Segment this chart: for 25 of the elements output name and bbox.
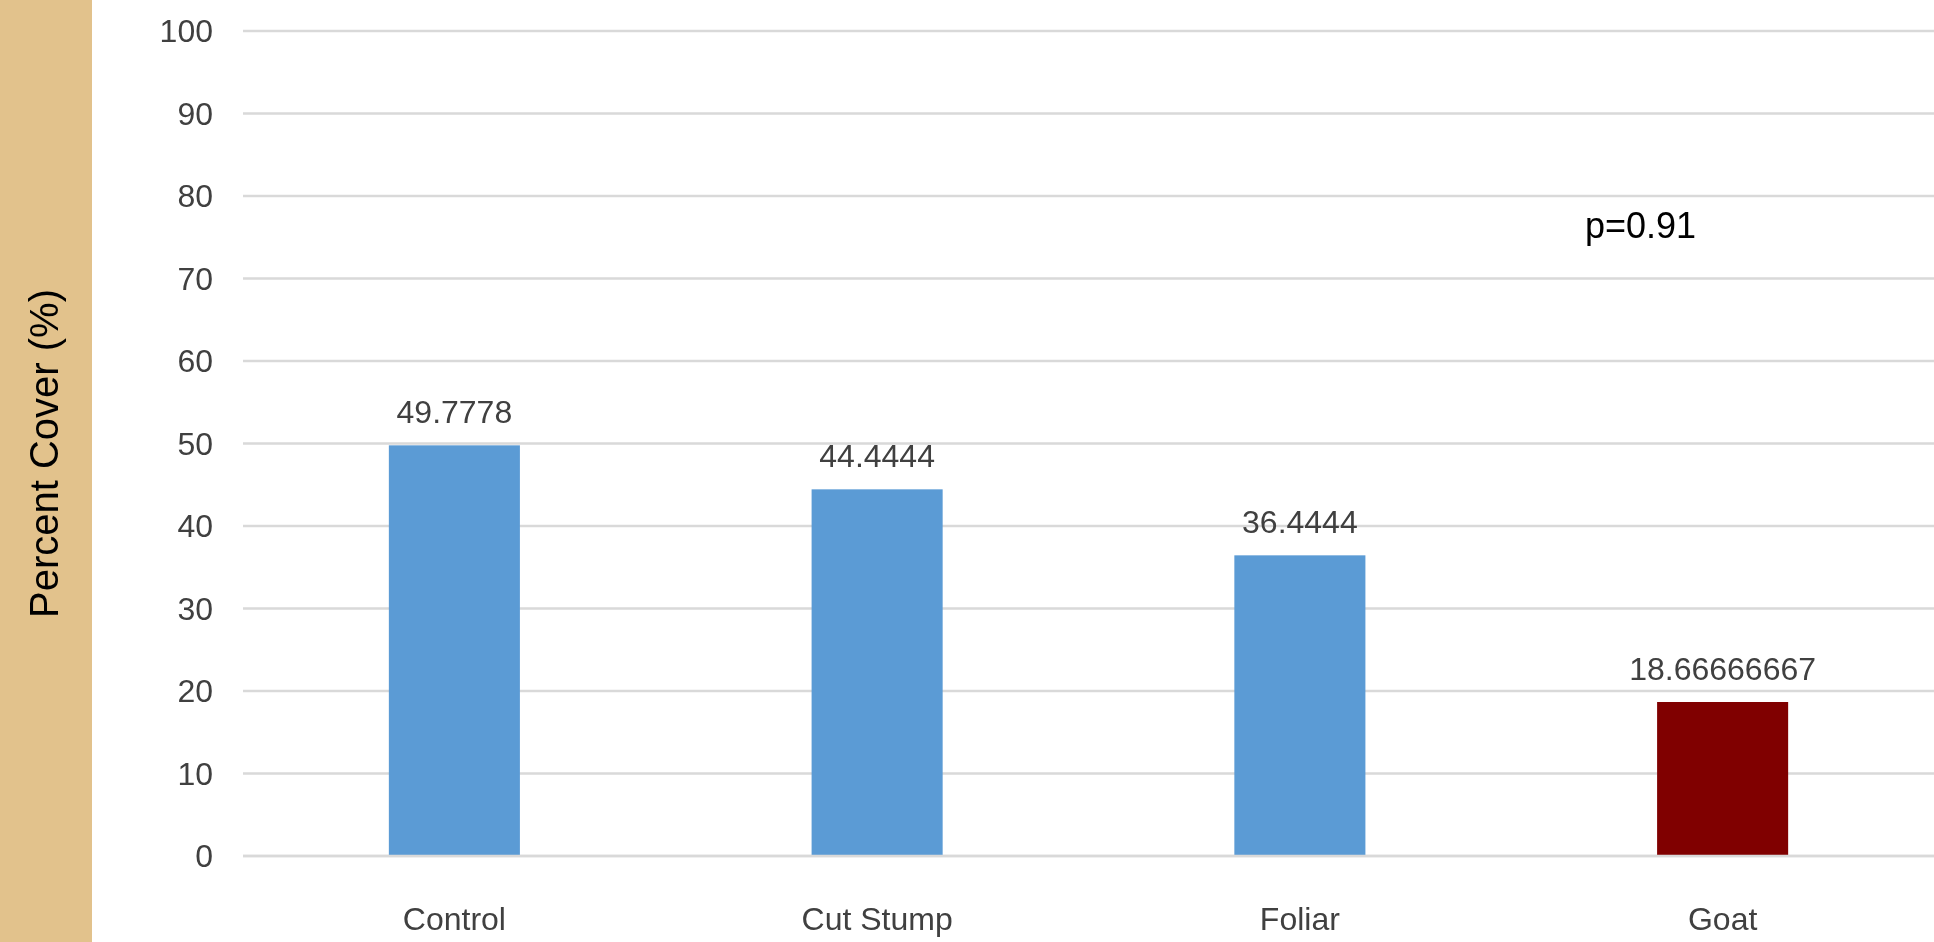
x-tick-label: Foliar xyxy=(1259,901,1341,937)
data-label: 18.66666667 xyxy=(1629,651,1817,687)
y-tick-label: 0 xyxy=(195,838,213,875)
y-tick-label: 70 xyxy=(177,260,213,297)
bar xyxy=(1234,555,1366,856)
y-tick-label: 30 xyxy=(177,590,213,627)
y-tick-label: 50 xyxy=(177,425,213,462)
y-axis-title: Percent Cover (%) xyxy=(22,289,66,618)
data-label: 44.4444 xyxy=(819,438,935,475)
data-label: 49.7778 xyxy=(396,394,513,431)
bar xyxy=(388,445,520,856)
x-tick-label: Cut Stump xyxy=(801,901,953,937)
bar xyxy=(811,489,943,856)
y-tick-label: 40 xyxy=(177,508,213,545)
x-tick-label: Goat xyxy=(1687,901,1758,937)
y-tick-label: 80 xyxy=(177,178,213,215)
annotation: p=0.91 xyxy=(1585,205,1697,246)
y-tick-label: 100 xyxy=(159,13,213,50)
bar xyxy=(1657,702,1789,856)
x-tick-label: Control xyxy=(402,901,506,937)
y-tick-label: 10 xyxy=(177,755,213,792)
data-label: 36.4444 xyxy=(1242,504,1358,541)
y-tick-label: 20 xyxy=(177,673,213,710)
y-tick-label: 90 xyxy=(177,95,213,132)
y-tick-label: 60 xyxy=(177,343,213,380)
